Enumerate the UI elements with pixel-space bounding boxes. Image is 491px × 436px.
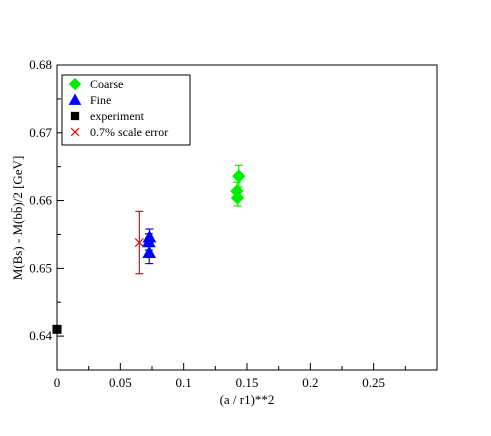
y-tick-label: 0.65	[29, 260, 52, 275]
y-axis-label: M(Bs) - M(bb̄)/2 [GeV]	[10, 156, 25, 281]
experiment-point	[52, 324, 62, 334]
coarse-point	[232, 169, 246, 183]
x-tick-label: 0.25	[362, 375, 385, 390]
legend-marker-fine	[68, 93, 82, 105]
legend-box	[61, 74, 191, 146]
x-axis-label: (a / r1)**2	[220, 392, 275, 407]
legend: Coarse Fine experiment 0.7% scale error	[61, 74, 191, 146]
legend-marker-experiment	[70, 111, 80, 121]
x-tick-label: 0.15	[236, 375, 259, 390]
legend-label-fine: Fine	[90, 93, 111, 107]
0-7-scale-error-point	[134, 237, 144, 248]
data-marks	[52, 164, 246, 334]
y-tick-label: 0.64	[29, 328, 52, 343]
y-tick-label: 0.66	[29, 193, 52, 208]
legend-marker-coarse	[68, 77, 82, 91]
x-tick-label: 0.2	[302, 375, 318, 390]
x-tick-label: 0.1	[176, 375, 192, 390]
y-tick-label: 0.68	[29, 57, 52, 72]
x-tick-label: 0.05	[109, 375, 132, 390]
x-tick-label: 0	[54, 375, 61, 390]
y-tick-label: 0.67	[29, 125, 52, 140]
legend-label-coarse: Coarse	[90, 77, 123, 91]
legend-label-experiment: experiment	[90, 109, 145, 123]
axis-ticks: 0 0.05 0.1 0.15 0.2 0.25 0.64 0.65 0.66 0.67 0.68	[29, 57, 406, 390]
coarse-point	[230, 191, 245, 205]
fine-point	[142, 245, 157, 259]
legend-marker-0-7-scale-error	[70, 127, 80, 137]
legend-label-0-7-scale-error: 0.7% scale error	[90, 125, 168, 139]
